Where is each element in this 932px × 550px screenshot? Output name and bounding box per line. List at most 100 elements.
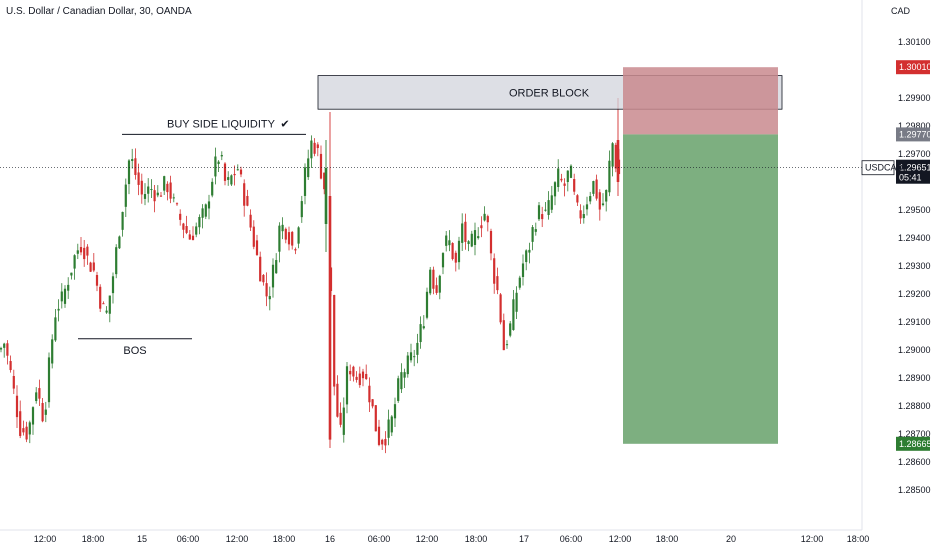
candle-body bbox=[239, 169, 243, 175]
candle-body bbox=[324, 168, 328, 224]
bullish-candle bbox=[281, 217, 284, 240]
bearish-candle bbox=[140, 173, 143, 204]
bos-label: BOS bbox=[123, 345, 146, 357]
candle-body bbox=[512, 299, 515, 330]
candle-body bbox=[281, 224, 284, 232]
bearish-candle bbox=[333, 294, 336, 396]
bullish-candle bbox=[605, 189, 608, 212]
bullish-candle bbox=[268, 286, 271, 311]
bullish-candle bbox=[60, 283, 63, 309]
candle-body bbox=[576, 195, 579, 203]
candle-body bbox=[387, 419, 390, 438]
y-tick-label: 1.29500 bbox=[898, 205, 931, 215]
candle-body bbox=[547, 200, 550, 215]
candle-body bbox=[406, 355, 409, 375]
bullish-candle bbox=[118, 235, 121, 250]
bullish-candle bbox=[592, 180, 595, 197]
candle-body bbox=[422, 326, 425, 329]
candle-body bbox=[57, 308, 60, 311]
bearish-candle bbox=[223, 162, 227, 186]
x-tick-label: 12:00 bbox=[609, 534, 632, 544]
symbol-tag-bg bbox=[861, 160, 895, 176]
bearish-candle bbox=[191, 226, 195, 241]
candle-body bbox=[371, 399, 374, 407]
symbol-title: U.S. Dollar / Canadian Dollar, 30, OANDA bbox=[6, 6, 192, 17]
candle-body bbox=[131, 159, 134, 162]
y-tick-label: 1.28600 bbox=[898, 457, 931, 467]
bullish-candle bbox=[147, 178, 150, 203]
bullish-candle bbox=[214, 147, 217, 185]
x-tick-label: 12:00 bbox=[416, 534, 439, 544]
bearish-candle bbox=[9, 355, 12, 373]
candle-body bbox=[486, 216, 489, 223]
bullish-candle bbox=[230, 174, 233, 187]
candle-body bbox=[118, 236, 121, 249]
bullish-candle bbox=[275, 253, 278, 274]
bullish-candle bbox=[601, 193, 605, 207]
bearish-candle bbox=[316, 142, 319, 157]
candle-body bbox=[328, 196, 332, 440]
y-tick-label: 1.29200 bbox=[898, 289, 931, 299]
bearish-candle bbox=[328, 112, 332, 448]
bearish-candle bbox=[595, 174, 598, 201]
candle-body bbox=[467, 241, 470, 245]
bearish-candle bbox=[432, 266, 435, 295]
candle-body bbox=[541, 214, 544, 220]
bullish-candle bbox=[44, 401, 47, 423]
candle-body bbox=[537, 205, 541, 220]
bearish-candle bbox=[153, 184, 156, 213]
y-tick-label: 1.30100 bbox=[898, 37, 931, 47]
candle-body bbox=[432, 269, 435, 289]
bullish-candle bbox=[70, 272, 73, 280]
y-tick-label: 1.29900 bbox=[898, 93, 931, 103]
candle-body bbox=[188, 234, 191, 240]
candle-body bbox=[115, 247, 118, 275]
x-tick-label: 18:00 bbox=[465, 534, 488, 544]
candle-body bbox=[19, 411, 22, 436]
candle-body bbox=[333, 294, 336, 387]
candle-body bbox=[336, 383, 339, 417]
candle-body bbox=[236, 169, 239, 171]
bearish-candle bbox=[464, 213, 467, 250]
bullish-candle bbox=[0, 346, 3, 353]
candle-body bbox=[493, 258, 496, 284]
bullish-candle bbox=[438, 274, 441, 300]
bearish-candle bbox=[6, 340, 9, 365]
candle-body bbox=[438, 275, 441, 293]
bearish-candle bbox=[92, 253, 95, 273]
candle-body bbox=[361, 371, 365, 379]
candle-body bbox=[207, 201, 211, 209]
candle-body bbox=[550, 195, 553, 210]
candle-body bbox=[374, 405, 377, 432]
bearish-candle bbox=[182, 222, 185, 239]
bearish-candle bbox=[349, 364, 352, 381]
bullish-candle bbox=[28, 420, 31, 444]
candle-body bbox=[252, 226, 255, 247]
candle-body bbox=[214, 156, 217, 177]
bearish-candle bbox=[41, 397, 44, 423]
current-price-tag: 1.29651 bbox=[899, 163, 932, 173]
candle-body bbox=[358, 373, 361, 386]
candle-body bbox=[525, 250, 528, 263]
bearish-candle bbox=[233, 165, 236, 186]
bearish-candle bbox=[159, 192, 163, 197]
candle-body bbox=[15, 395, 19, 418]
bearish-candle bbox=[451, 242, 454, 261]
candle-body bbox=[480, 225, 483, 229]
bearish-candle bbox=[336, 375, 339, 418]
candle-body bbox=[448, 240, 451, 246]
candle-body bbox=[297, 227, 300, 244]
bullish-candle bbox=[537, 201, 541, 221]
candle-body bbox=[259, 256, 262, 282]
bullish-candle bbox=[111, 272, 115, 304]
candle-body bbox=[316, 144, 319, 149]
bullish-candle bbox=[76, 243, 79, 260]
candle-body bbox=[31, 407, 35, 425]
candle-body bbox=[179, 213, 182, 220]
bearish-candle bbox=[249, 209, 252, 231]
candle-body bbox=[616, 140, 620, 182]
stop-loss-zone bbox=[623, 67, 778, 135]
bullish-candle bbox=[611, 142, 614, 177]
